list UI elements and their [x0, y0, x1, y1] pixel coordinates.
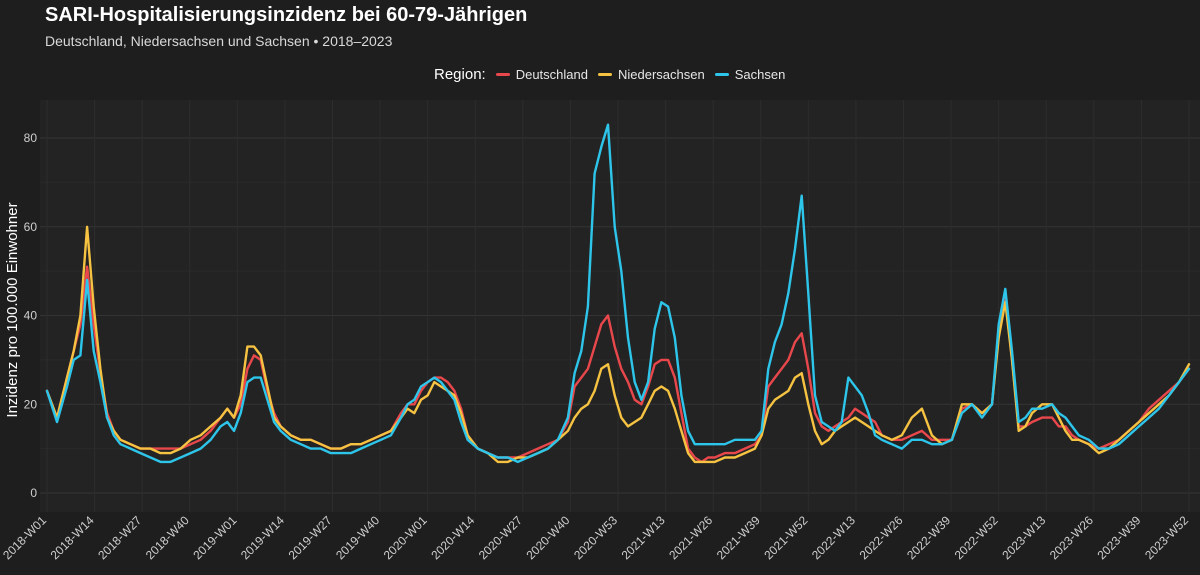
x-tick-label: 2019-W40 [333, 513, 382, 562]
series-group [45, 123, 1191, 464]
x-tick-label: 2019-W01 [190, 513, 239, 562]
legend-item-deutschland: Deutschland [495, 67, 588, 82]
x-tick-label: 2020-W53 [571, 513, 620, 562]
x-tick-label: 2023-W52 [1142, 513, 1191, 562]
x-axis: 2018-W012018-W142018-W272018-W402019-W01… [0, 513, 1191, 562]
y-tick-label: 20 [24, 397, 38, 411]
x-tick-label: 2020-W01 [381, 513, 430, 562]
x-tick-label: 2022-W39 [904, 513, 953, 562]
x-tick-label: 2023-W39 [1094, 513, 1143, 562]
legend-label-sachsen: Sachsen [734, 67, 786, 82]
y-axis: 0 20 40 60 80 [24, 131, 38, 500]
legend-swatch-deutschland [495, 73, 510, 76]
legend-title: Region: [434, 66, 486, 83]
plot-panel [40, 100, 1200, 512]
series-line-sachsen [45, 123, 1191, 464]
y-axis-label: Inzidenz pro 100.000 Einwohner [4, 202, 21, 417]
legend-label-deutschland: Deutschland [515, 67, 588, 82]
x-tick-label: 2020-W27 [476, 513, 525, 562]
y-tick-label: 40 [24, 309, 38, 323]
grid [40, 100, 1200, 512]
legend-item-sachsen: Sachsen [714, 67, 786, 82]
y-tick-label: 60 [24, 220, 38, 234]
legend-swatch-niedersachsen [597, 73, 612, 76]
y-tick-label: 80 [24, 131, 38, 145]
x-tick-label: 2023-W13 [999, 513, 1048, 562]
x-tick-label: 2020-W40 [523, 513, 572, 562]
x-tick-label: 2018-W40 [143, 513, 192, 562]
x-tick-label: 2021-W39 [714, 513, 763, 562]
x-tick-label: 2021-W52 [761, 513, 810, 562]
x-tick-label: 2022-W13 [809, 513, 858, 562]
legend: Region: Deutschland Niedersachsen Sachse… [434, 66, 795, 83]
x-tick-label: 2021-W13 [619, 513, 668, 562]
legend-item-niedersachsen: Niedersachsen [597, 67, 705, 82]
legend-swatch-sachsen [714, 73, 729, 76]
x-tick-label: 2019-W27 [286, 513, 335, 562]
x-tick-label: 2022-W52 [952, 513, 1001, 562]
x-tick-label: 2020-W14 [428, 513, 477, 562]
x-tick-label: 2019-W14 [238, 513, 287, 562]
chart-title: SARI-Hospitalisierungsinzidenz bei 60-79… [45, 4, 528, 26]
x-tick-label: 2018-W01 [0, 513, 49, 562]
x-tick-label: 2018-W27 [95, 513, 144, 562]
x-tick-label: 2023-W26 [1047, 513, 1096, 562]
chart-subtitle: Deutschland, Niedersachsen und Sachsen •… [45, 33, 393, 49]
x-tick-label: 2021-W26 [666, 513, 715, 562]
legend-label-niedersachsen: Niedersachsen [617, 67, 705, 82]
y-tick-label: 0 [30, 486, 37, 500]
x-tick-label: 2018-W14 [48, 513, 97, 562]
x-tick-label: 2022-W26 [857, 513, 906, 562]
